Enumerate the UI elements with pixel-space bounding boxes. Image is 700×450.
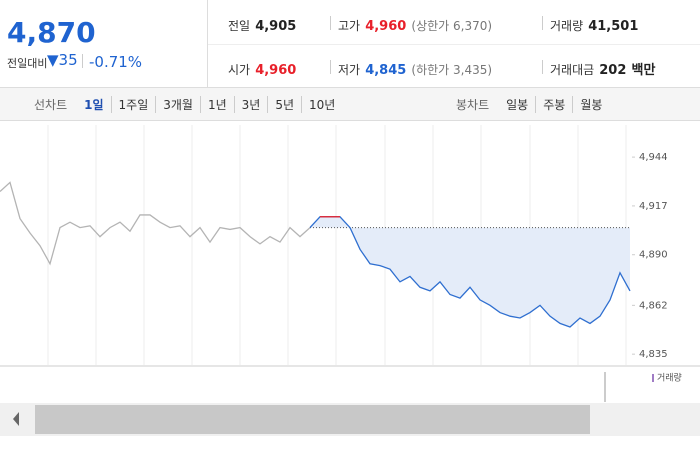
legend-swatch [652,374,654,382]
y-tick-label: 4,944 [639,152,668,163]
divider [330,16,331,30]
label: 거래량 [550,19,584,33]
tab[interactable]: 일봉 [506,98,529,112]
scroll-left[interactable] [13,412,19,426]
y-tick-label: 4,862 [639,300,668,311]
tab[interactable]: 10년 [301,96,342,113]
range-tabs: 선차트 1일 1주일 3개월 1년 3년 5년 10년 [34,96,342,113]
label: 전일 [228,19,251,33]
label: 거래대금 [550,63,595,77]
area [310,216,630,328]
y-tick-label: 4,835 [639,349,668,360]
info-high: 고가 4,960 (상한가 6,370) [338,15,492,34]
series-line [309,216,631,328]
price: 4,870 [7,16,96,49]
quote-box [0,0,208,88]
plot: 4,944 4,917 4,890 4,862 4,835 [0,152,668,360]
divider [82,54,83,68]
divider [330,60,331,74]
tab[interactable]: 1일 [84,98,104,112]
value: 4,960 [255,63,297,78]
change: ▼35 [47,51,78,69]
info-low: 저가 4,845 (하한가 3,435) [338,59,492,78]
info-amount: 거래대금 202 백만 [550,59,655,78]
note: (하한가 3,435) [411,63,493,77]
tab-group-label: 봉차트 [456,98,490,112]
divider [208,87,700,88]
change-rate: -0.71% [89,53,143,71]
value: 4,960 [365,19,407,34]
tab[interactable]: 3개월 [155,96,200,113]
tab[interactable]: 주봉 [535,96,572,113]
info-open: 시가 4,960 [228,59,296,78]
value: 4,845 [365,63,407,78]
unit: 백만 [631,63,656,78]
info-prev: 전일 4,905 [228,15,296,34]
tab[interactable]: 3년 [233,96,268,113]
value: 41,501 [588,19,639,34]
change-label: 전일대비 [7,57,48,70]
y-tick-label: 4,890 [639,250,668,261]
scroll-thumb[interactable] [35,405,590,434]
change-value: 35 [58,51,78,69]
divider [542,16,543,30]
series-line [0,181,311,266]
label: 저가 [338,63,361,77]
info-volume: 거래량 41,501 [550,15,638,34]
y-tick-label: 4,917 [639,201,668,212]
volume-legend: 거래량 [657,372,682,384]
label: 고가 [338,19,361,33]
divider [542,60,543,74]
value: 4,905 [255,19,297,34]
label: 시가 [228,63,251,77]
tab-group-label: 선차트 [34,98,68,112]
chart: 거래량 4,944 4,917 4,890 4,862 4,835 [0,125,700,436]
tab[interactable]: 5년 [267,96,301,113]
tab[interactable]: 1년 [199,96,234,113]
candle-tabs: 봉차트 일봉 주봉 월봉 [456,96,609,113]
tab[interactable]: 월봉 [572,96,609,113]
tab-bar [0,88,700,121]
value: 202 [599,63,627,78]
divider [208,44,700,45]
note: (상한가 6,370) [411,19,493,33]
tab[interactable]: 1주일 [110,96,156,113]
